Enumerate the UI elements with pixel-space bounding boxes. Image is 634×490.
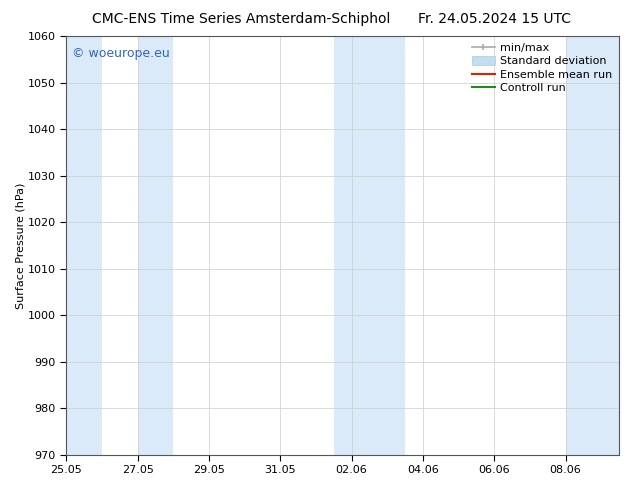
- Bar: [67, 36, 102, 455]
- Bar: [566, 36, 619, 455]
- Text: CMC-ENS Time Series Amsterdam-Schiphol: CMC-ENS Time Series Amsterdam-Schiphol: [92, 12, 390, 26]
- Text: Fr. 24.05.2024 15 UTC: Fr. 24.05.2024 15 UTC: [418, 12, 571, 26]
- Bar: [138, 36, 173, 455]
- Text: © woeurope.eu: © woeurope.eu: [72, 47, 170, 60]
- Bar: [333, 36, 405, 455]
- Y-axis label: Surface Pressure (hPa): Surface Pressure (hPa): [15, 182, 25, 309]
- Legend: min/max, Standard deviation, Ensemble mean run, Controll run: min/max, Standard deviation, Ensemble me…: [468, 38, 617, 98]
